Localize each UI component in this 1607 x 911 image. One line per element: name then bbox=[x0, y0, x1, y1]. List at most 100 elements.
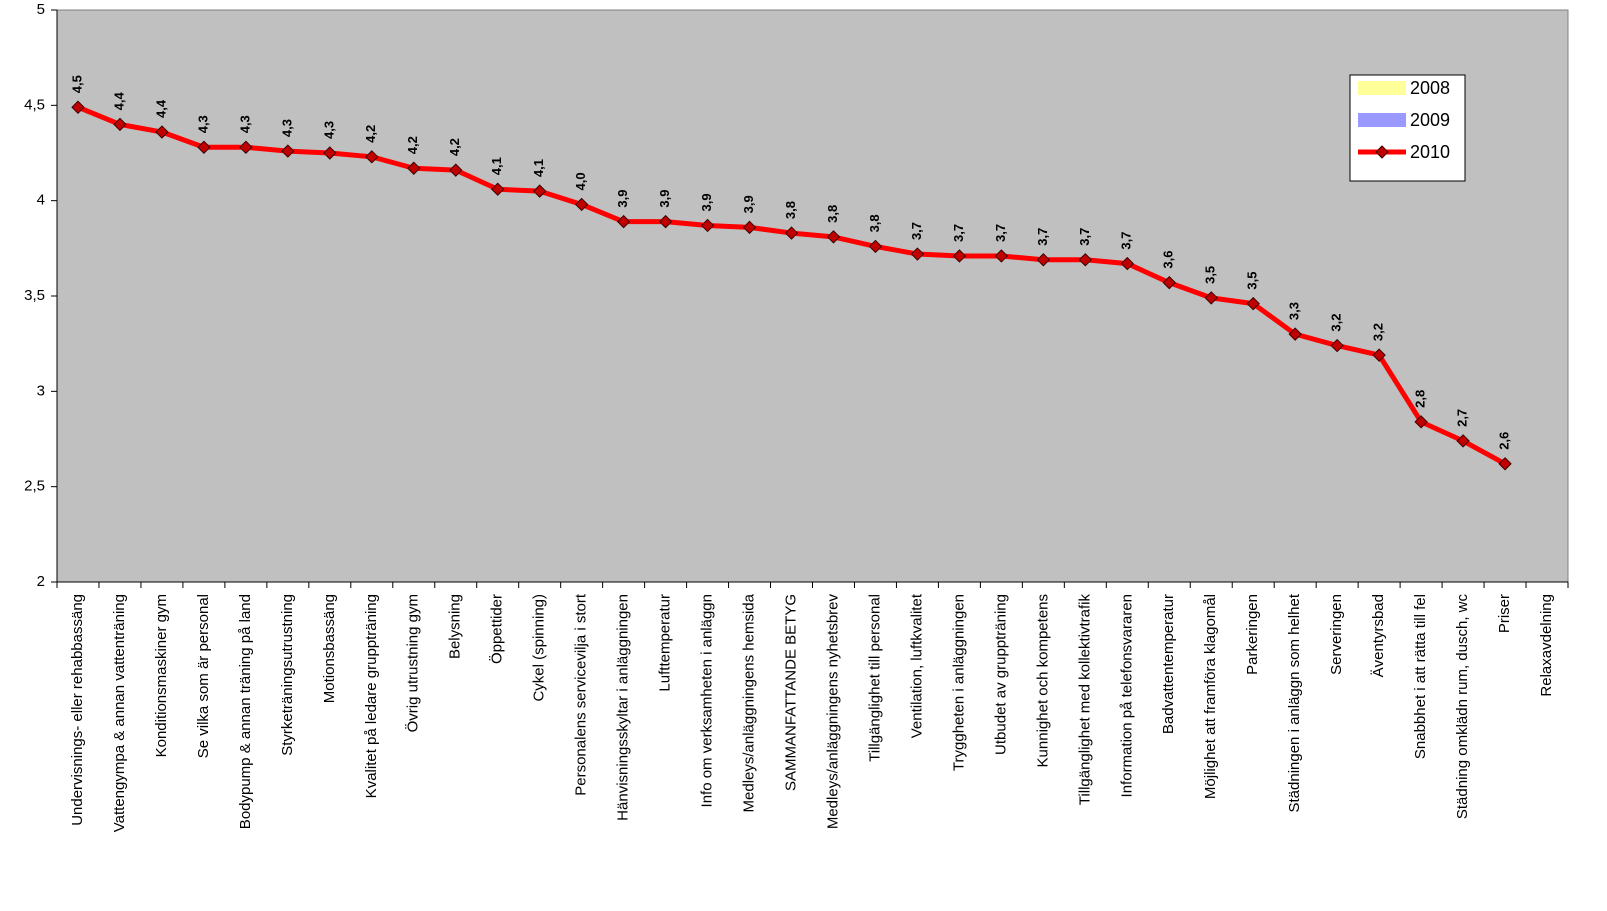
marker bbox=[1498, 457, 1512, 471]
data-label: 4,4 bbox=[153, 99, 168, 118]
data-label: 3,7 bbox=[1077, 228, 1092, 246]
x-tick-label: Medleys/anläggningens hemsida bbox=[741, 593, 758, 812]
data-label: 3,7 bbox=[951, 224, 966, 242]
data-label: 3,7 bbox=[993, 224, 1008, 242]
marker bbox=[1246, 296, 1260, 311]
data-label: 3,5 bbox=[1203, 266, 1218, 284]
data-label: 4,3 bbox=[237, 115, 252, 133]
data-label: 4,3 bbox=[279, 119, 294, 137]
data-label: 3,3 bbox=[1287, 302, 1302, 320]
legend-label: 2009 bbox=[1410, 110, 1450, 130]
data-label: 3,5 bbox=[1245, 272, 1260, 290]
x-tick-label: Städning omklädn rum, dusch, wc bbox=[1454, 594, 1471, 820]
x-tick-label: Hänvisningsskyltar i anläggningen bbox=[615, 594, 632, 821]
data-label: 3,9 bbox=[741, 195, 756, 213]
data-label: 3,8 bbox=[825, 205, 840, 223]
x-tick-label: Badvattentemperatur bbox=[1160, 594, 1177, 734]
x-tick-label: Belysning bbox=[447, 594, 464, 659]
marker bbox=[826, 230, 841, 244]
x-tick-label: Äventyrsbad bbox=[1370, 594, 1387, 677]
data-label: 3,8 bbox=[867, 214, 882, 232]
data-label: 2,7 bbox=[1455, 409, 1470, 427]
y-tick-label: 4 bbox=[37, 192, 45, 209]
marker bbox=[994, 249, 1009, 263]
x-tick-label: Medleys/anläggningens nyhetsbrev bbox=[824, 594, 841, 830]
y-tick-label: 4,5 bbox=[24, 96, 45, 113]
marker bbox=[1078, 253, 1093, 267]
x-tick-label: Tryggheten i anläggningen bbox=[950, 594, 967, 771]
x-tick-label: Information på telefonsvararen bbox=[1118, 594, 1135, 797]
data-label: 3,7 bbox=[909, 222, 924, 240]
x-tick-label: Kvalitet på ledare gruppträning bbox=[363, 594, 380, 798]
marker bbox=[742, 220, 757, 235]
marker bbox=[616, 214, 631, 229]
x-tick-label: Tillgänglighet med kollektivtrafik bbox=[1076, 594, 1093, 806]
x-tick-label: Priser bbox=[1496, 594, 1513, 633]
x-tick-label: Relaxavdelning bbox=[1538, 594, 1555, 697]
marker bbox=[1036, 253, 1051, 267]
data-label: 4,5 bbox=[69, 75, 84, 93]
data-label: 3,9 bbox=[615, 190, 630, 208]
marker bbox=[1120, 256, 1134, 271]
x-tick-label: Motionsbassäng bbox=[321, 594, 338, 703]
data-label: 3,6 bbox=[1161, 251, 1176, 269]
data-label: 3,9 bbox=[657, 190, 672, 208]
marker bbox=[71, 100, 85, 114]
data-label: 3,7 bbox=[1035, 228, 1050, 246]
marker bbox=[574, 197, 589, 212]
marker bbox=[449, 163, 463, 177]
marker bbox=[1456, 434, 1470, 448]
data-label: 2,8 bbox=[1413, 390, 1428, 408]
x-tick-label: Möjlighet att framföra klagomål bbox=[1202, 594, 1219, 799]
x-tick-label: Städningen i anläggn som helhet bbox=[1286, 593, 1303, 812]
marker bbox=[365, 150, 379, 164]
data-label: 4,1 bbox=[489, 157, 504, 175]
marker bbox=[1288, 327, 1302, 341]
x-tick-label: Ventilation, luftkvalitet bbox=[908, 593, 925, 738]
data-label: 3,7 bbox=[1119, 232, 1134, 250]
data-label: 3,8 bbox=[783, 201, 798, 219]
data-label: 4,3 bbox=[321, 121, 336, 139]
data-label: 3,2 bbox=[1329, 313, 1344, 331]
marker bbox=[407, 161, 421, 175]
data-label: 4,0 bbox=[573, 172, 588, 190]
y-tick-label: 2 bbox=[37, 573, 45, 590]
marker bbox=[281, 144, 295, 158]
marker bbox=[1372, 348, 1386, 362]
data-label: 2,6 bbox=[1496, 432, 1511, 450]
marker bbox=[1204, 291, 1218, 305]
data-label: 4,2 bbox=[447, 138, 462, 156]
marker bbox=[239, 140, 253, 154]
data-label: 4,1 bbox=[531, 159, 546, 177]
marker bbox=[868, 239, 883, 254]
legend-label: 2010 bbox=[1410, 142, 1450, 162]
y-tick-label: 2,5 bbox=[24, 478, 45, 495]
legend-label: 2008 bbox=[1410, 78, 1450, 98]
x-tick-label: Vattengympa & annan vattenträning bbox=[111, 594, 128, 832]
data-label: 4,2 bbox=[363, 125, 378, 143]
marker bbox=[197, 140, 211, 154]
x-tick-label: Snabbhet i att rätta till fel bbox=[1412, 594, 1429, 759]
x-tick-label: Övrig utrustning gym bbox=[404, 594, 422, 732]
marker bbox=[1414, 415, 1428, 429]
data-label: 3,9 bbox=[699, 193, 714, 211]
x-tick-label: Konditionsmaskiner gym bbox=[153, 594, 170, 757]
marker bbox=[784, 226, 799, 240]
marker bbox=[700, 218, 715, 233]
legend-marker bbox=[1375, 145, 1389, 159]
x-tick-label: Utbudet av gruppträning bbox=[992, 594, 1009, 755]
x-tick-label: Personalens servicevilja i stort bbox=[573, 593, 590, 796]
x-tick-label: SAMMANFATTANDE BETYG bbox=[782, 594, 799, 791]
x-tick-label: Bodypump & annan träning på land bbox=[237, 594, 254, 829]
marker bbox=[323, 146, 337, 160]
x-tick-label: Parkeringen bbox=[1244, 594, 1261, 675]
x-tick-label: Info om verksamheten i anläggn bbox=[699, 594, 716, 807]
x-tick-label: Tillgänglighet till personal bbox=[866, 594, 883, 762]
x-tick-label: Cykel (spinning) bbox=[531, 594, 548, 702]
x-tick-label: Serveringen bbox=[1328, 594, 1345, 675]
marker bbox=[113, 117, 127, 132]
x-tick-label: Kunnighet och kompetens bbox=[1034, 594, 1051, 767]
marker bbox=[658, 214, 673, 229]
x-tick-label: Öppettider bbox=[488, 594, 506, 664]
